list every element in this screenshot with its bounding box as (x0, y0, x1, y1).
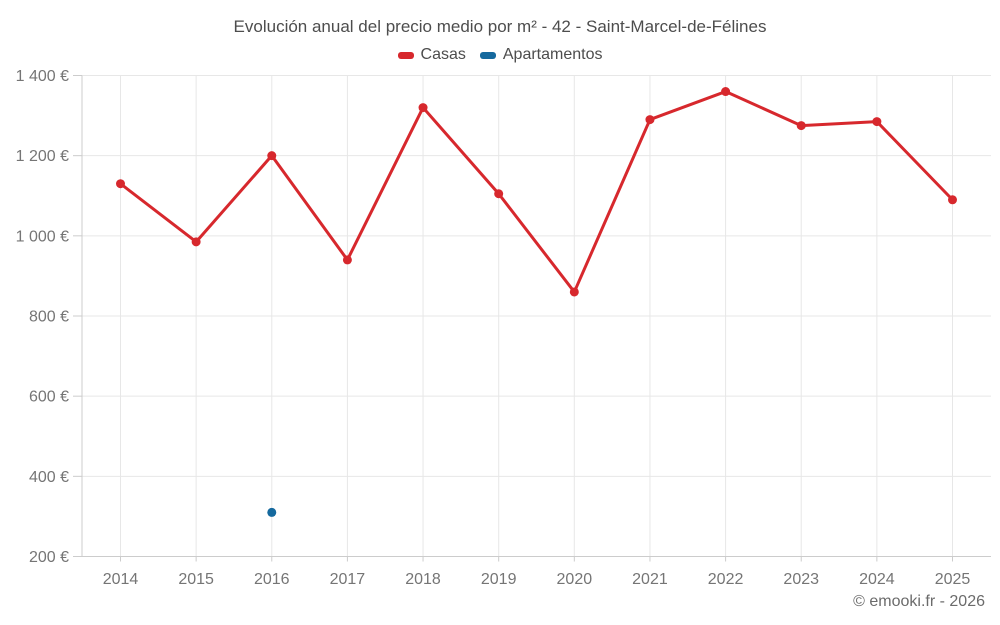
y-tick-label: 600 € (29, 389, 69, 406)
x-tick-label: 2015 (178, 571, 214, 588)
point-casas-2022[interactable] (721, 87, 731, 97)
point-casas-2024[interactable] (872, 117, 882, 127)
point-casas-2015[interactable] (191, 237, 201, 247)
x-tick-label: 2016 (254, 571, 290, 588)
series-line-casas (119, 90, 954, 294)
y-tick-label: 1 400 € (16, 68, 69, 85)
x-tick-label: 2014 (103, 571, 139, 588)
point-casas-2016[interactable] (267, 151, 277, 161)
y-tick-label: 800 € (29, 309, 69, 326)
chart-title: Evolución anual del precio medio por m² … (233, 17, 767, 36)
legend-item-apartamentos[interactable]: Apartamentos (479, 46, 603, 64)
point-casas-2014[interactable] (116, 179, 125, 189)
legend-swatch-apartamentos (479, 51, 496, 59)
x-tick-label: 2025 (935, 571, 971, 588)
point-casas-2025[interactable] (948, 195, 957, 205)
y-tick-label: 1 200 € (16, 148, 69, 165)
point-apartamentos-2016[interactable] (267, 507, 277, 517)
legend-swatch-casas (397, 51, 414, 59)
x-tick-label: 2017 (330, 571, 366, 588)
chart-legend: Casas Apartamentos (0, 46, 1000, 64)
y-tick-label: 400 € (29, 469, 69, 486)
legend-label: Casas (420, 46, 466, 63)
point-casas-2021[interactable] (645, 115, 655, 125)
legend-label: Apartamentos (502, 46, 603, 63)
point-casas-2019[interactable] (494, 189, 504, 199)
x-tick-label: 2018 (405, 571, 441, 588)
x-tick-label: 2024 (859, 571, 895, 588)
x-tick-label: 2019 (481, 571, 517, 588)
x-tick-label: 2021 (632, 571, 668, 588)
copyright-watermark: © emooki.fr - 2026 (853, 593, 985, 610)
point-casas-2020[interactable] (569, 287, 579, 297)
legend-item-casas[interactable]: Casas (397, 46, 466, 64)
y-tick-label: 200 € (29, 549, 69, 566)
point-casas-2023[interactable] (796, 121, 806, 131)
point-casas-2017[interactable] (342, 255, 352, 265)
x-tick-label: 2022 (708, 571, 744, 588)
point-casas-2018[interactable] (418, 103, 428, 113)
x-tick-label: 2020 (557, 571, 593, 588)
x-tick-label: 2023 (783, 571, 819, 588)
y-tick-label: 1 000 € (16, 228, 69, 245)
